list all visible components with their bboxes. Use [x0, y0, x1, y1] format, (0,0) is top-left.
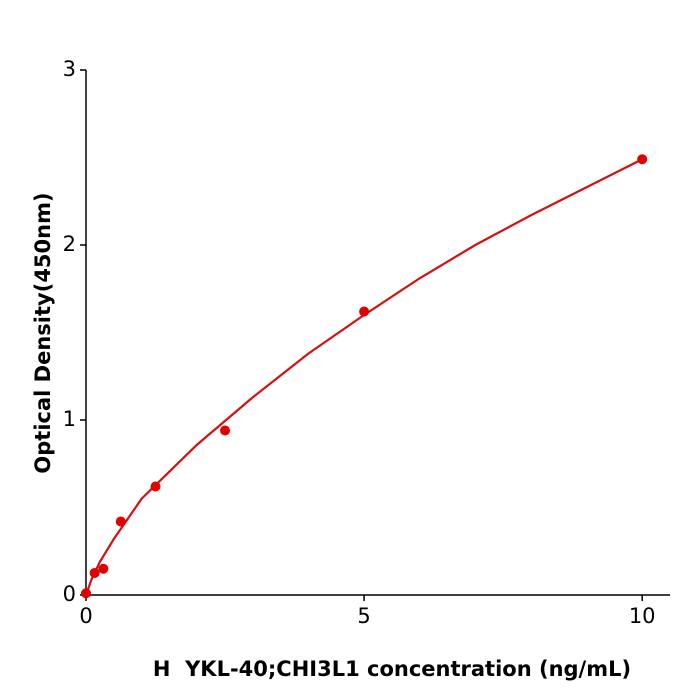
data-point — [98, 563, 109, 574]
y-axis-label: Optical Density(450nm) — [31, 192, 55, 473]
x-tick-label: 5 — [357, 604, 370, 628]
y-tick-label: 3 — [63, 57, 76, 81]
data-point — [359, 306, 370, 317]
y-tick-label: 0 — [63, 582, 76, 606]
x-tick-label: 0 — [79, 604, 92, 628]
x-tick-label: 10 — [629, 604, 656, 628]
y-tick-label: 2 — [63, 232, 76, 256]
data-point — [89, 567, 100, 578]
fit-curve — [84, 158, 643, 596]
y-tick-label: 1 — [63, 407, 76, 431]
x-axis-label: H YKL-40;CHI3L1 concentration (ng/mL) — [153, 657, 631, 681]
data-point — [150, 481, 161, 492]
data-point — [637, 154, 648, 165]
data-point — [220, 425, 231, 436]
data-point — [81, 588, 91, 599]
data-point — [115, 516, 126, 527]
